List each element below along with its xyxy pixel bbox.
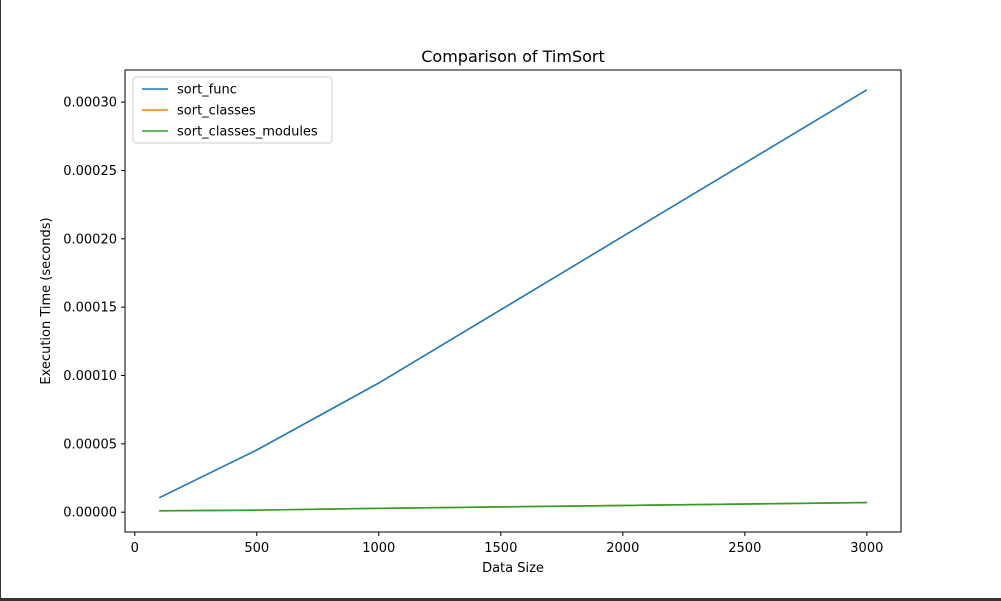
series-line-sort-classes-modules xyxy=(159,501,867,512)
x-tick-label: 1500 xyxy=(484,541,517,556)
y-axis-label: Execution Time (seconds) xyxy=(39,217,54,384)
y-tick-label: 0.00025 xyxy=(63,164,117,179)
series-line-sort-func xyxy=(158,89,868,499)
x-tick-label: 0 xyxy=(131,541,139,556)
x-tick-label: 2500 xyxy=(728,541,761,556)
x-tick-label: 2000 xyxy=(606,541,639,556)
x-axis-label: Data Size xyxy=(482,561,544,576)
legend-label-sort-classes: sort_classes xyxy=(177,104,256,119)
x-tick-label: 1000 xyxy=(362,541,395,556)
legend: sort_func sort_classes sort_classes_module… xyxy=(132,76,333,144)
y-tick-label: 0.00005 xyxy=(63,437,117,452)
y-tick-label: 0.00020 xyxy=(63,232,117,247)
chart-title: Comparison of TimSort xyxy=(421,47,605,66)
y-tick-label: 0.00000 xyxy=(63,506,117,521)
x-tick-label: 3000 xyxy=(850,541,883,556)
x-tick-label: 500 xyxy=(244,541,269,556)
y-tick-label: 0.00010 xyxy=(63,369,117,384)
y-axis-ticks: 0.00000 0.00005 0.00010 0.00015 0.00020 0.000… xyxy=(63,96,125,521)
plot-content xyxy=(158,89,868,512)
legend-label-sort-classes-modules: sort_classes_modules xyxy=(177,125,318,140)
y-tick-label: 0.00030 xyxy=(63,96,117,111)
x-axis-ticks: 0 500 1000 1500 2000 2500 3000 xyxy=(131,532,883,556)
plot-area-frame xyxy=(124,69,902,533)
y-tick-label: 0.00015 xyxy=(63,301,117,316)
legend-label-sort-func: sort_func xyxy=(177,83,237,98)
legend-box xyxy=(132,76,333,144)
